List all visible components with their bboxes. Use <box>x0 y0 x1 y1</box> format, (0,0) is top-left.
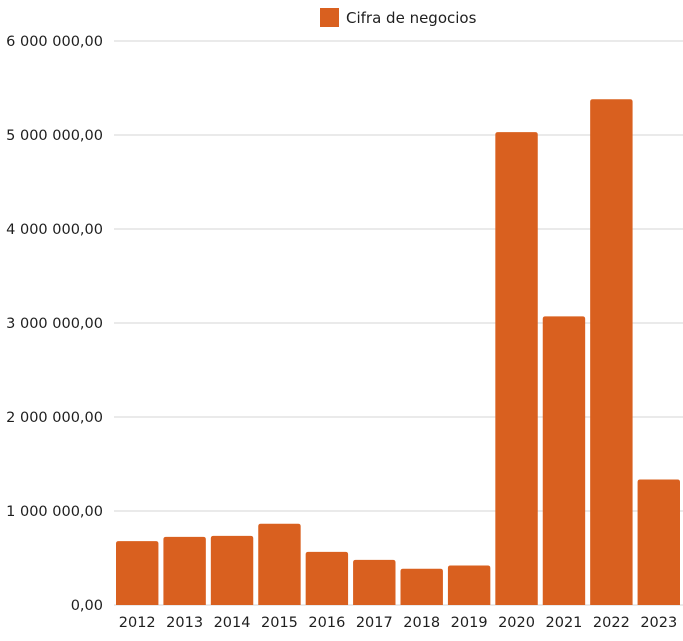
legend-label: Cifra de negocios <box>346 9 477 27</box>
bar-2021 <box>542 316 586 605</box>
bar-2013 <box>163 536 206 605</box>
y-axis: 0,00 1 000 000,00 2 000 000,00 3 000 000,00… <box>6 34 103 614</box>
bar-2015 <box>258 523 301 605</box>
bar-2019 <box>447 565 491 605</box>
x-tick-label: 2020 <box>498 615 535 631</box>
x-tick-label: 2015 <box>261 615 298 631</box>
x-tick-label: 2022 <box>593 615 630 631</box>
x-tick-label: 2021 <box>546 615 583 631</box>
bar-2017 <box>353 559 396 605</box>
bars <box>116 99 680 605</box>
x-tick-label: 2019 <box>451 615 488 631</box>
y-tick-label: 1 000 000,00 <box>6 504 103 520</box>
bar-2016 <box>305 551 349 605</box>
y-tick-label: 5 000 000,00 <box>6 128 103 144</box>
x-tick-label: 2012 <box>119 615 156 631</box>
x-tick-label: 2014 <box>214 615 251 631</box>
bar-2012 <box>116 541 159 605</box>
legend: Cifra de negocios <box>320 8 477 27</box>
x-tick-label: 2017 <box>356 615 393 631</box>
bar-2014 <box>210 535 254 605</box>
gridlines <box>114 40 683 606</box>
x-tick-label: 2023 <box>640 615 677 631</box>
y-tick-label: 2 000 000,00 <box>6 410 103 426</box>
legend-swatch <box>320 8 339 27</box>
x-axis: 2012 2013 2014 2015 2016 2017 2018 2019 2020 2021… <box>119 615 677 631</box>
y-tick-label: 0,00 <box>71 598 103 614</box>
x-tick-label: 2013 <box>166 615 203 631</box>
y-tick-label: 6 000 000,00 <box>6 34 103 50</box>
x-tick-label: 2018 <box>403 615 440 631</box>
bar-2022 <box>590 99 633 605</box>
y-tick-label: 4 000 000,00 <box>6 222 103 238</box>
y-tick-label: 3 000 000,00 <box>6 316 103 332</box>
bar-2020 <box>495 132 538 605</box>
bar-2023 <box>637 479 680 605</box>
bar-2018 <box>400 568 443 605</box>
x-tick-label: 2016 <box>308 615 345 631</box>
